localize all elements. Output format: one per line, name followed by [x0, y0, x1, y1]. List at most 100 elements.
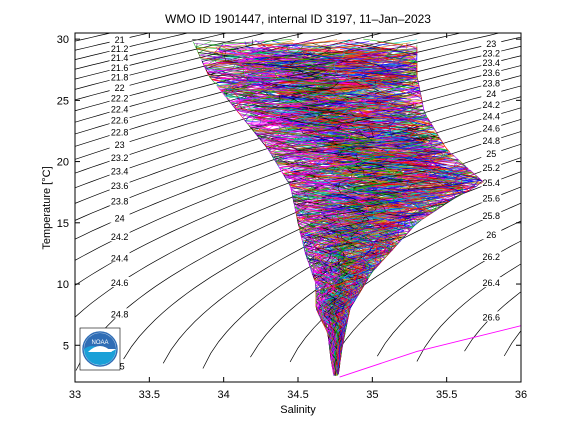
contour-label: 21.6 — [111, 63, 129, 73]
contour-label-bg — [481, 161, 502, 172]
contour-label-bg — [109, 61, 130, 72]
density-contour — [416, 263, 521, 362]
contour-label: 21.8 — [111, 73, 129, 83]
contour-label-bg — [481, 148, 502, 159]
profile-line — [288, 51, 399, 372]
x-tick-label: 34 — [218, 389, 230, 401]
contour-label: 24.8 — [483, 136, 501, 146]
contour-label-bg — [109, 308, 130, 319]
contour-label-bg — [109, 231, 130, 242]
contour-label: 23.2 — [483, 48, 501, 58]
contour-label-bg — [481, 67, 502, 78]
contour-label: 23 — [115, 140, 125, 150]
contour-label: 22 — [115, 83, 125, 93]
profile-line — [218, 45, 376, 372]
x-axis-label: Salinity — [280, 404, 316, 416]
contour-label: 24.4 — [111, 253, 129, 263]
contour-label-bg — [109, 52, 130, 63]
y-tick-label: 30 — [57, 34, 69, 46]
contour-label-bg — [109, 180, 130, 191]
profile-line — [324, 56, 483, 371]
density-contour — [75, 33, 229, 70]
density-contour — [75, 33, 190, 61]
contour-label: 21.4 — [111, 53, 129, 63]
contour-label-bg — [481, 176, 502, 187]
contour-label-bg — [481, 77, 502, 88]
contour-label: 25.4 — [483, 178, 501, 188]
profile-line — [338, 41, 470, 373]
profile-line — [247, 42, 403, 374]
contour-label: 24 — [115, 214, 125, 224]
y-axis: 5 10 15 20 25 30 — [57, 34, 521, 352]
density-contour — [60, 0, 235, 2]
density-contour — [337, 220, 521, 352]
chart-title: WMO ID 1901447, internal ID 3197, 11–Jan… — [165, 12, 431, 26]
contour-label-bg — [481, 98, 502, 109]
contour-label-bg — [109, 103, 130, 114]
contour-label-bg — [481, 229, 502, 240]
contour-label: 23.8 — [111, 197, 129, 207]
contour-label: 25.6 — [483, 194, 501, 204]
contour-label-bg — [481, 87, 502, 98]
profile-line — [338, 48, 477, 375]
profile-line — [241, 53, 367, 374]
contour-label: 23.6 — [483, 68, 501, 78]
profile-line — [258, 54, 475, 375]
contour-label-bg — [109, 195, 130, 206]
profile-line — [317, 52, 478, 373]
density-contour — [60, 0, 274, 10]
contour-label: 23.8 — [483, 78, 501, 88]
density-contour — [503, 330, 521, 357]
y-tick-label: 15 — [57, 218, 69, 230]
contour-label: 24.2 — [111, 232, 129, 242]
contour-label: 22.8 — [111, 127, 129, 137]
contour-label-bg — [109, 165, 130, 176]
contour-label-bg — [481, 38, 502, 49]
contour-label-bg — [481, 251, 502, 262]
density-contour — [464, 291, 521, 352]
x-tick-label: 33 — [69, 389, 81, 401]
contour-label: 23.4 — [483, 58, 501, 68]
contour-label: 26.6 — [483, 312, 501, 322]
contour-label-bg — [481, 210, 502, 221]
contour-label: 23.4 — [111, 166, 129, 176]
y-tick-label: 25 — [57, 95, 69, 107]
contour-label: 24.6 — [111, 278, 129, 288]
contour-label-bg — [109, 92, 130, 103]
contour-label: 21 — [115, 35, 125, 45]
contour-label: 22.2 — [111, 93, 129, 103]
contour-label-bg — [109, 252, 130, 263]
y-tick-label: 10 — [57, 279, 69, 291]
contour-label-bg — [109, 71, 130, 82]
contour-label: 26.2 — [483, 252, 501, 262]
float-profiles — [192, 38, 521, 378]
contour-label: 22.6 — [111, 116, 129, 126]
contour-label: 24.8 — [111, 309, 129, 319]
contour-label-bg — [481, 192, 502, 203]
contour-label-bg — [481, 57, 502, 68]
contour-label-bg — [481, 110, 502, 121]
contour-label: 25.8 — [483, 211, 501, 221]
contour-label: 23.2 — [111, 153, 129, 163]
density-contour — [75, 33, 267, 80]
contour-label-bg — [109, 276, 130, 287]
contour-label-bg — [109, 114, 130, 125]
profile-line — [261, 43, 461, 375]
contour-label-bg — [481, 311, 502, 322]
contour-label-bg — [109, 81, 130, 92]
contour-label: 23.6 — [111, 181, 129, 191]
contour-label-bg — [109, 138, 130, 149]
profile-line — [196, 42, 369, 374]
noaa-logo: NOAA — [79, 327, 121, 371]
contour-label: 24.2 — [483, 100, 501, 110]
contour-label-bg — [109, 42, 130, 53]
contour-label: 22.4 — [111, 104, 129, 114]
y-tick-label: 20 — [57, 157, 69, 169]
y-tick-label: 5 — [63, 340, 69, 352]
contour-label: 24 — [486, 89, 496, 99]
contour-label: 26.4 — [483, 278, 501, 288]
density-contour — [75, 119, 521, 318]
contour-label: 24.4 — [483, 111, 501, 121]
contour-label: 25.2 — [483, 163, 501, 173]
